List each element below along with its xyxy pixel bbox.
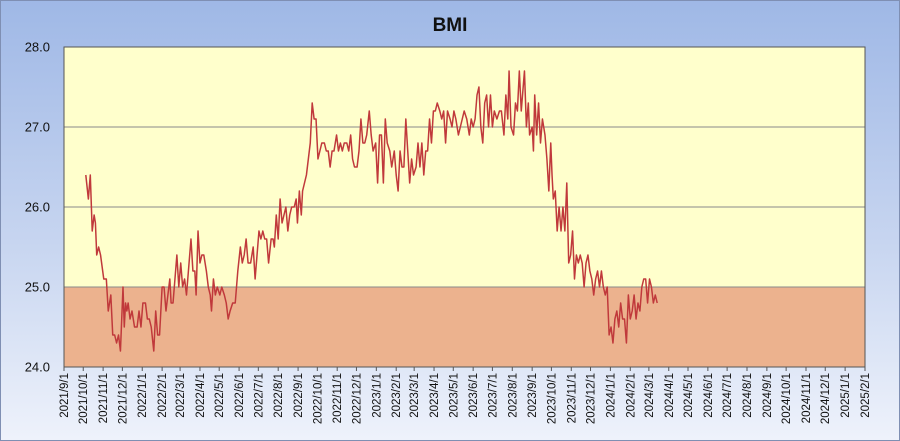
x-tick-label: 2021/10/1 [78,373,90,424]
x-tick-label: 2023/9/1 [527,373,539,418]
x-tick-label: 2023/12/1 [586,373,598,424]
x-tick-label: 2022/4/1 [195,373,207,418]
x-tick-label: 2022/10/1 [312,373,324,424]
x-tick-label: 2022/2/1 [157,373,169,418]
y-tick-label: 25.0 [25,280,50,295]
normal-range-band [64,47,865,287]
x-tick-label: 2023/11/1 [566,373,578,423]
x-tick-label: 2024/6/1 [703,373,715,418]
x-tick-label: 2022/6/1 [234,373,246,418]
x-tick-label: 2023/3/1 [409,373,421,418]
y-tick-label: 26.0 [25,200,50,215]
x-tick-label: 2022/9/1 [293,373,305,418]
x-tick-label: 2024/4/1 [664,373,676,418]
x-tick-label: 2021/12/1 [117,373,129,424]
x-tick-label: 2023/8/1 [507,373,519,418]
x-axis-ticks: 2021/9/1 2021/10/1 2021/11/1 2021/12/1 2022/… [59,367,872,424]
x-tick-label: 2024/8/1 [742,373,754,418]
x-tick-label: 2021/9/1 [59,373,71,418]
x-tick-label: 2023/1/1 [371,373,383,418]
x-tick-label: 2023/10/1 [546,373,558,424]
x-tick-label: 2024/5/1 [683,373,695,418]
x-tick-label: 2024/2/1 [625,373,637,418]
y-tick-label: 28.0 [25,40,50,55]
x-tick-label: 2022/3/1 [175,373,187,418]
x-tick-label: 2022/12/1 [351,373,363,424]
x-tick-label: 2024/12/1 [820,373,832,424]
y-tick-label: 24.0 [25,360,50,375]
x-tick-label: 2024/1/1 [605,373,617,418]
x-tick-label: 2024/3/1 [644,373,656,418]
x-tick-label: 2022/1/1 [137,373,149,418]
plot-border [63,46,866,368]
x-tick-label: 2023/4/1 [429,373,441,418]
chart-title: BMI [433,15,468,36]
bmi-series-line [85,70,658,352]
x-tick-label: 2021/11/1 [98,373,110,423]
x-tick-label: 2022/5/1 [214,373,226,418]
below-threshold-band [64,287,865,367]
x-tick-label: 2022/11/1 [332,373,344,423]
series-group [85,70,658,352]
x-tick-label: 2025/2/1 [860,373,872,418]
x-tick-label: 2023/5/1 [448,373,460,418]
x-tick-label: 2022/7/1 [253,373,265,418]
x-tick-label: 2024/7/1 [722,373,734,418]
x-tick-label: 2023/7/1 [487,373,499,418]
x-tick-label: 2023/6/1 [468,373,480,418]
x-tick-label: 2022/8/1 [273,373,285,418]
x-tick-label: 2023/2/1 [391,373,403,418]
y-tick-label: 27.0 [25,120,50,135]
y-axis-ticks: 24.0 25.0 26.0 27.0 28.0 [25,40,50,375]
x-tick-label: 2024/9/1 [762,373,774,418]
x-tick-label: 2025/1/1 [840,373,852,418]
x-tick-label: 2024/11/1 [801,373,813,423]
x-tick-label: 2024/10/1 [781,373,793,424]
